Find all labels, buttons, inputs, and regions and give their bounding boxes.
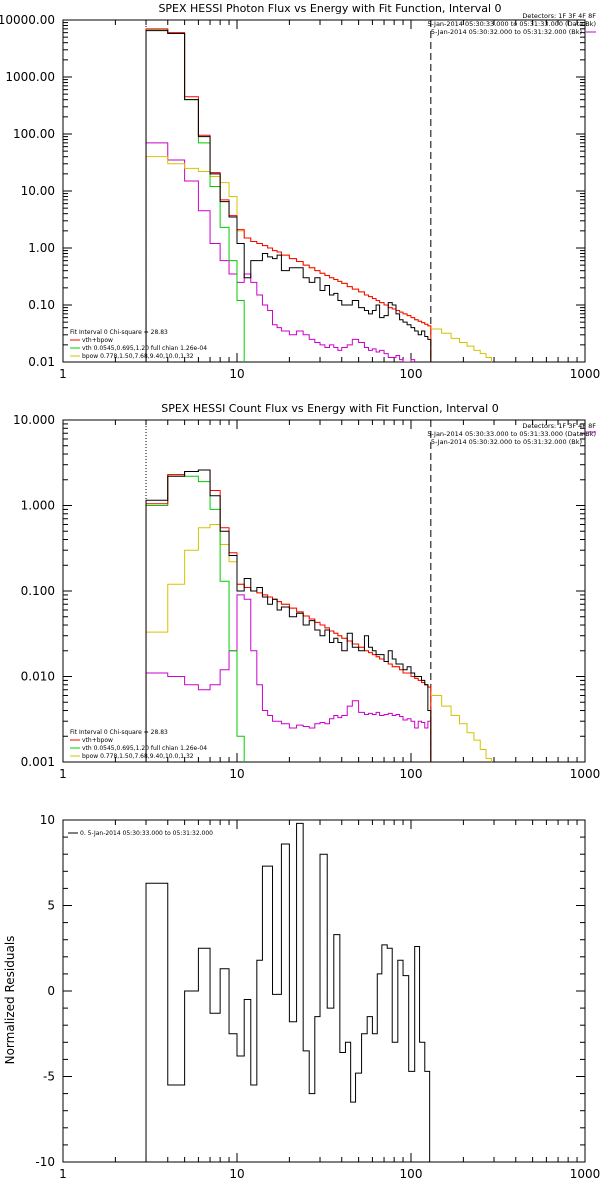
y-tick-label: 5 <box>47 899 55 913</box>
header-line: 5-Jan-2014 05:30:33.000 to 05:31:33.000 … <box>427 20 596 28</box>
header-line: 5-Jan-2014 05:30:32.000 to 05:31:32.000 … <box>431 438 582 446</box>
header-line: 5-Jan-2014 05:30:33.000 to 05:31:33.000 … <box>427 430 596 438</box>
legend-line: vth+bpow <box>82 337 113 344</box>
chart-title: SPEX HESSI Count Flux vs Energy with Fit… <box>161 402 498 415</box>
legend-line: vth 0.0545,0.695,1.20 full chian 1.26e-0… <box>82 745 207 752</box>
y-tick-label: 0.010 <box>21 670 55 684</box>
series-bpow <box>145 523 432 762</box>
legend-line: bpow 0.778,1.50,7.68,9.40,10.0,1.32 <box>82 753 194 760</box>
legend-line: Fit Interval 0 Chi-square = 28.83 <box>70 729 168 736</box>
x-tick-label: 1 <box>59 1167 67 1181</box>
x-tick-label: 10 <box>229 1167 244 1181</box>
y-tick-label: 10.00 <box>21 184 55 198</box>
plot-frame <box>62 19 586 363</box>
chart-title: SPEX HESSI Photon Flux vs Energy with Fi… <box>158 2 501 15</box>
plot-frame <box>62 819 586 1163</box>
y-tick-label: 100.00 <box>13 127 55 141</box>
series-bpow-extension <box>430 328 492 362</box>
header-line: Detectors: 1F 3F 4F 8F <box>522 12 596 20</box>
x-tick-label: 1 <box>59 767 67 781</box>
series-vth+bpow <box>145 469 432 762</box>
series-data <box>145 469 432 762</box>
y-tick-label: 10.000 <box>13 413 55 427</box>
series-vth <box>145 474 245 762</box>
x-tick-label: 100 <box>400 767 423 781</box>
y-tick-label: 10000.00 <box>0 13 55 27</box>
legend-line: 0. 5-Jan-2014 05:30:33.000 to 05:31:32.0… <box>80 830 213 837</box>
series-bk <box>145 594 432 762</box>
series-bpow-extension <box>430 694 492 762</box>
x-tick-label: 1000 <box>570 1167 600 1181</box>
header-line: Detectors: 1F 3F 4F 8F <box>522 422 596 430</box>
legend-line: Fit Interval 0 Chi-square = 28.83 <box>70 329 168 336</box>
y-tick-label: 0.01 <box>28 355 55 369</box>
x-tick-label: 1000 <box>570 767 600 781</box>
plot-frame <box>62 419 586 763</box>
y-tick-label: 0 <box>47 984 55 998</box>
y-tick-label: 10 <box>40 813 55 827</box>
y-tick-label: 1.00 <box>28 241 55 255</box>
series-bk <box>145 142 416 362</box>
y-tick-label: 1000.00 <box>5 70 55 84</box>
y-axis-label: Normalized Residuals <box>3 936 17 1065</box>
y-tick-label: 0.10 <box>28 298 55 312</box>
header-line: 5-Jan-2014 05:30:32.000 to 05:31:32.000 … <box>431 28 582 36</box>
x-tick-label: 10 <box>229 767 244 781</box>
y-tick-label: -10 <box>35 1155 55 1169</box>
x-tick-label: 10 <box>229 367 244 381</box>
y-tick-label: 0.100 <box>21 584 55 598</box>
x-tick-label: 1 <box>59 367 67 381</box>
legend-line: vth 0.0545,0.695,1.20 full chian 1.26e-0… <box>82 345 207 352</box>
legend-line: vth+bpow <box>82 737 113 744</box>
x-tick-label: 1000 <box>570 367 600 381</box>
x-tick-label: 100 <box>400 367 423 381</box>
legend-line: bpow 0.778,1.50,7.68,9.40,10.0,1.32 <box>82 353 194 360</box>
series-data <box>145 30 432 362</box>
x-tick-label: 100 <box>400 1167 423 1181</box>
series-bpow <box>145 156 432 362</box>
count-flux-panel: SPEX HESSI Count Flux vs Energy with Fit… <box>13 402 600 781</box>
photon-flux-panel: SPEX HESSI Photon Flux vs Energy with Fi… <box>0 2 600 381</box>
y-tick-label: 1.000 <box>21 499 55 513</box>
residuals-panel: 0. 5-Jan-2014 05:30:33.000 to 05:31:32.0… <box>3 813 600 1181</box>
y-tick-label: -5 <box>43 1070 55 1084</box>
series-vth+bpow <box>145 28 432 362</box>
series-residuals <box>145 822 431 1162</box>
y-tick-label: 0.001 <box>21 755 55 769</box>
series-vth <box>145 28 245 362</box>
